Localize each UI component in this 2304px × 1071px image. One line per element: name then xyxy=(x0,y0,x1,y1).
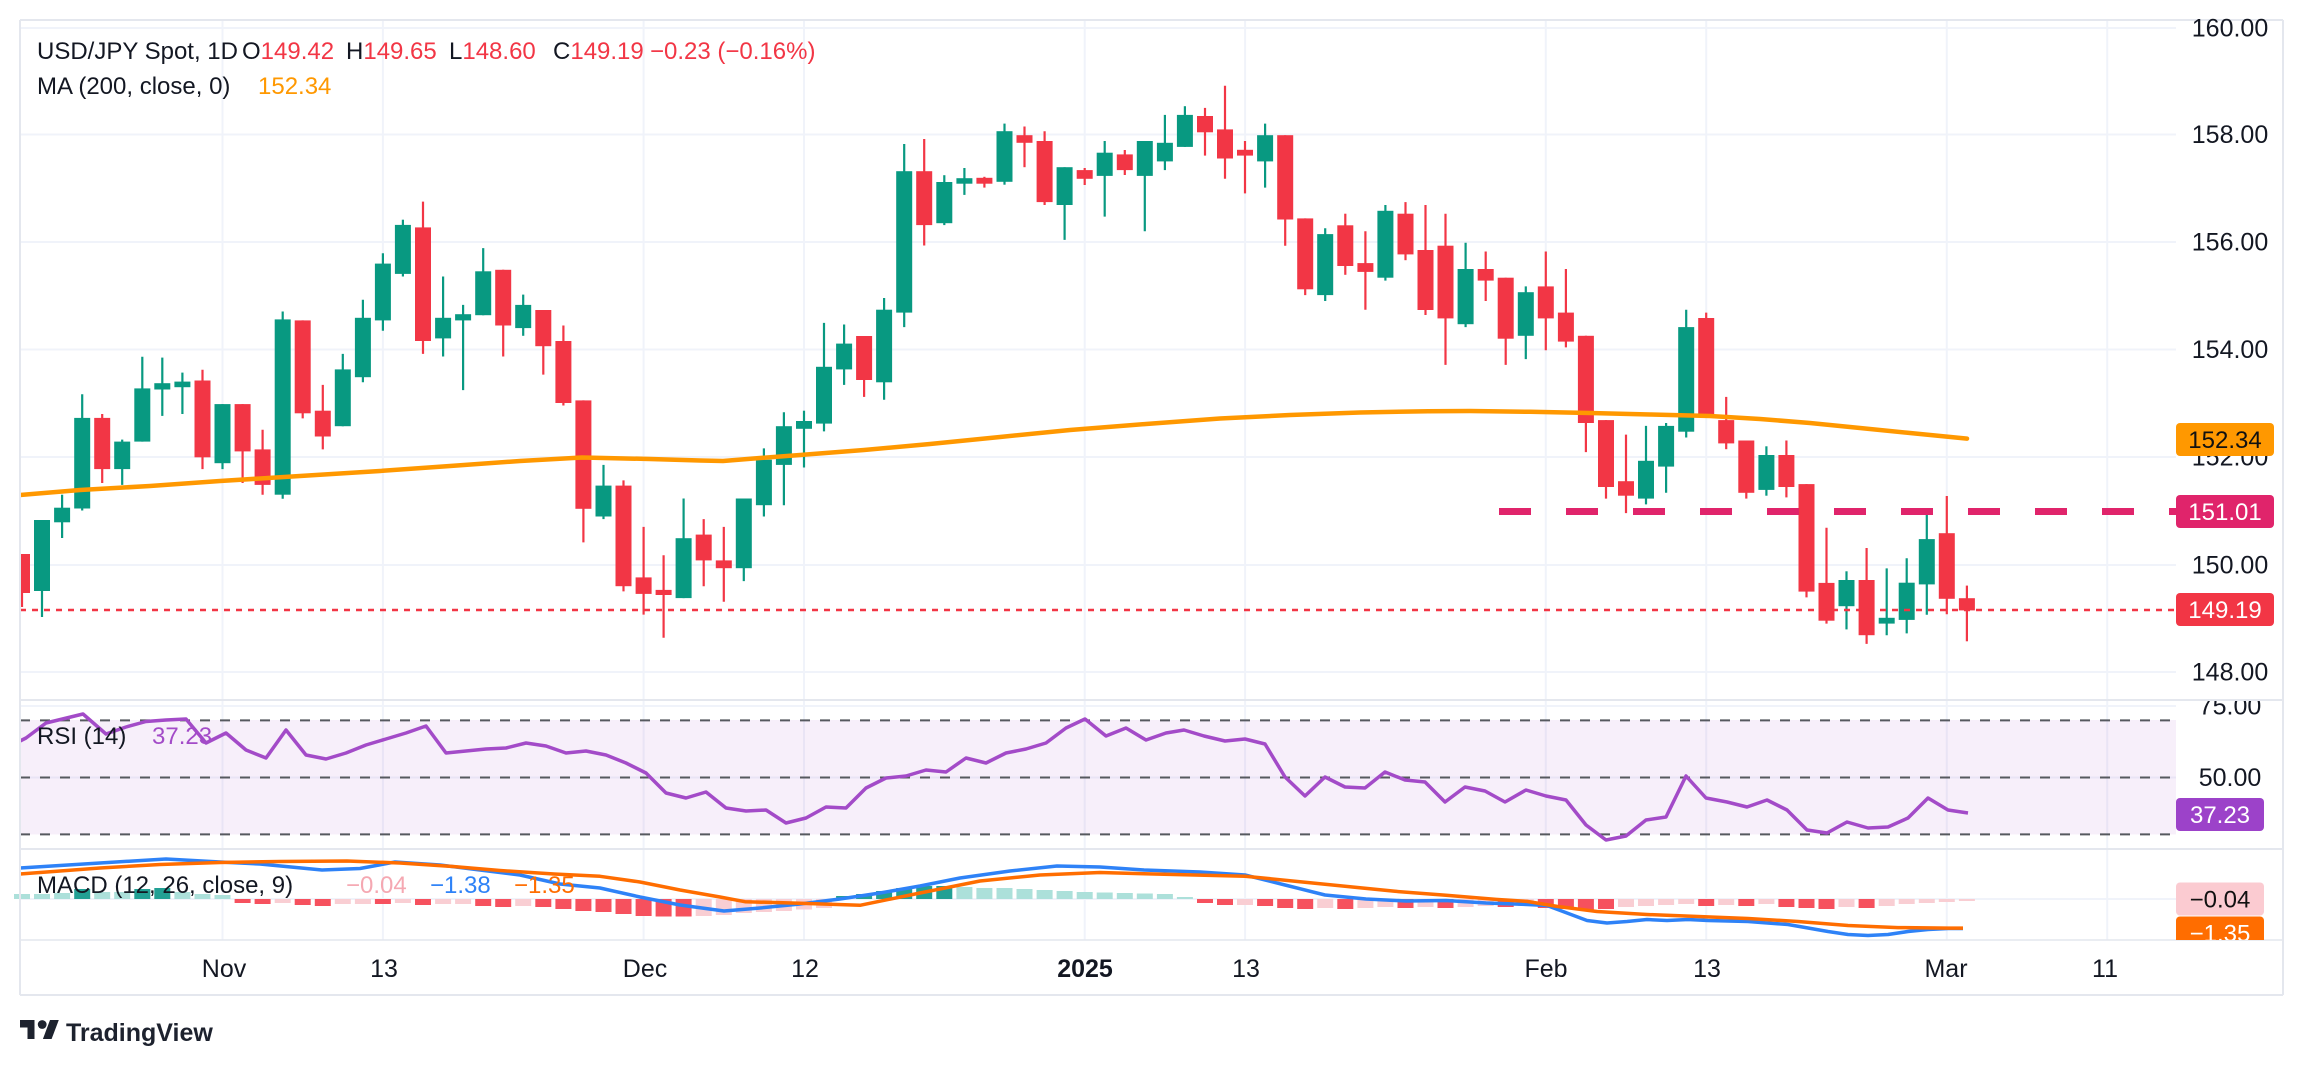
svg-text:13: 13 xyxy=(1693,955,1721,983)
svg-text:13: 13 xyxy=(1232,955,1260,983)
svg-text:Mar: Mar xyxy=(1924,955,1967,983)
svg-text:C149.19: C149.19 xyxy=(553,38,644,65)
svg-text:12: 12 xyxy=(791,955,819,983)
svg-text:2025: 2025 xyxy=(1057,955,1113,983)
svg-text:154.00: 154.00 xyxy=(2192,336,2268,364)
svg-text:MACD (12, 26, close, 9): MACD (12, 26, close, 9) xyxy=(37,872,293,899)
svg-text:160.00: 160.00 xyxy=(2192,15,2268,43)
svg-text:O149.42: O149.42 xyxy=(242,38,334,65)
svg-text:148.00: 148.00 xyxy=(2192,659,2268,687)
svg-text:Dec: Dec xyxy=(623,955,667,983)
svg-text:150.00: 150.00 xyxy=(2192,552,2268,580)
svg-text:13: 13 xyxy=(370,955,398,983)
svg-text:−1.35: −1.35 xyxy=(514,872,575,899)
svg-text:149.19: 149.19 xyxy=(2188,597,2261,624)
svg-text:156.00: 156.00 xyxy=(2192,229,2268,257)
svg-text:L148.60: L148.60 xyxy=(449,38,536,65)
svg-text:Nov: Nov xyxy=(202,955,247,983)
svg-text:158.00: 158.00 xyxy=(2192,121,2268,149)
svg-text:151.01: 151.01 xyxy=(2188,499,2261,526)
svg-text:RSI (14): RSI (14) xyxy=(37,723,126,750)
svg-text:MA (200, close, 0): MA (200, close, 0) xyxy=(37,73,230,100)
svg-text:11: 11 xyxy=(2092,955,2118,983)
svg-text:−0.04: −0.04 xyxy=(2190,887,2251,914)
svg-text:USD/JPY Spot, 1D: USD/JPY Spot, 1D xyxy=(37,38,238,65)
svg-text:−0.04: −0.04 xyxy=(346,872,407,899)
svg-text:152.34: 152.34 xyxy=(258,73,331,100)
svg-text:75.00: 75.00 xyxy=(2199,693,2262,721)
svg-text:37.23: 37.23 xyxy=(152,723,212,750)
svg-text:−1.38: −1.38 xyxy=(430,872,491,899)
svg-text:−0.23 (−0.16%): −0.23 (−0.16%) xyxy=(650,38,815,65)
svg-text:37.23: 37.23 xyxy=(2190,802,2250,829)
svg-text:TradingView: TradingView xyxy=(66,1019,213,1047)
svg-text:Feb: Feb xyxy=(1524,955,1567,983)
svg-text:152.34: 152.34 xyxy=(2188,427,2261,454)
svg-text:H149.65: H149.65 xyxy=(346,38,437,65)
svg-text:50.00: 50.00 xyxy=(2199,764,2262,792)
svg-text:−1.35: −1.35 xyxy=(2190,921,2251,948)
